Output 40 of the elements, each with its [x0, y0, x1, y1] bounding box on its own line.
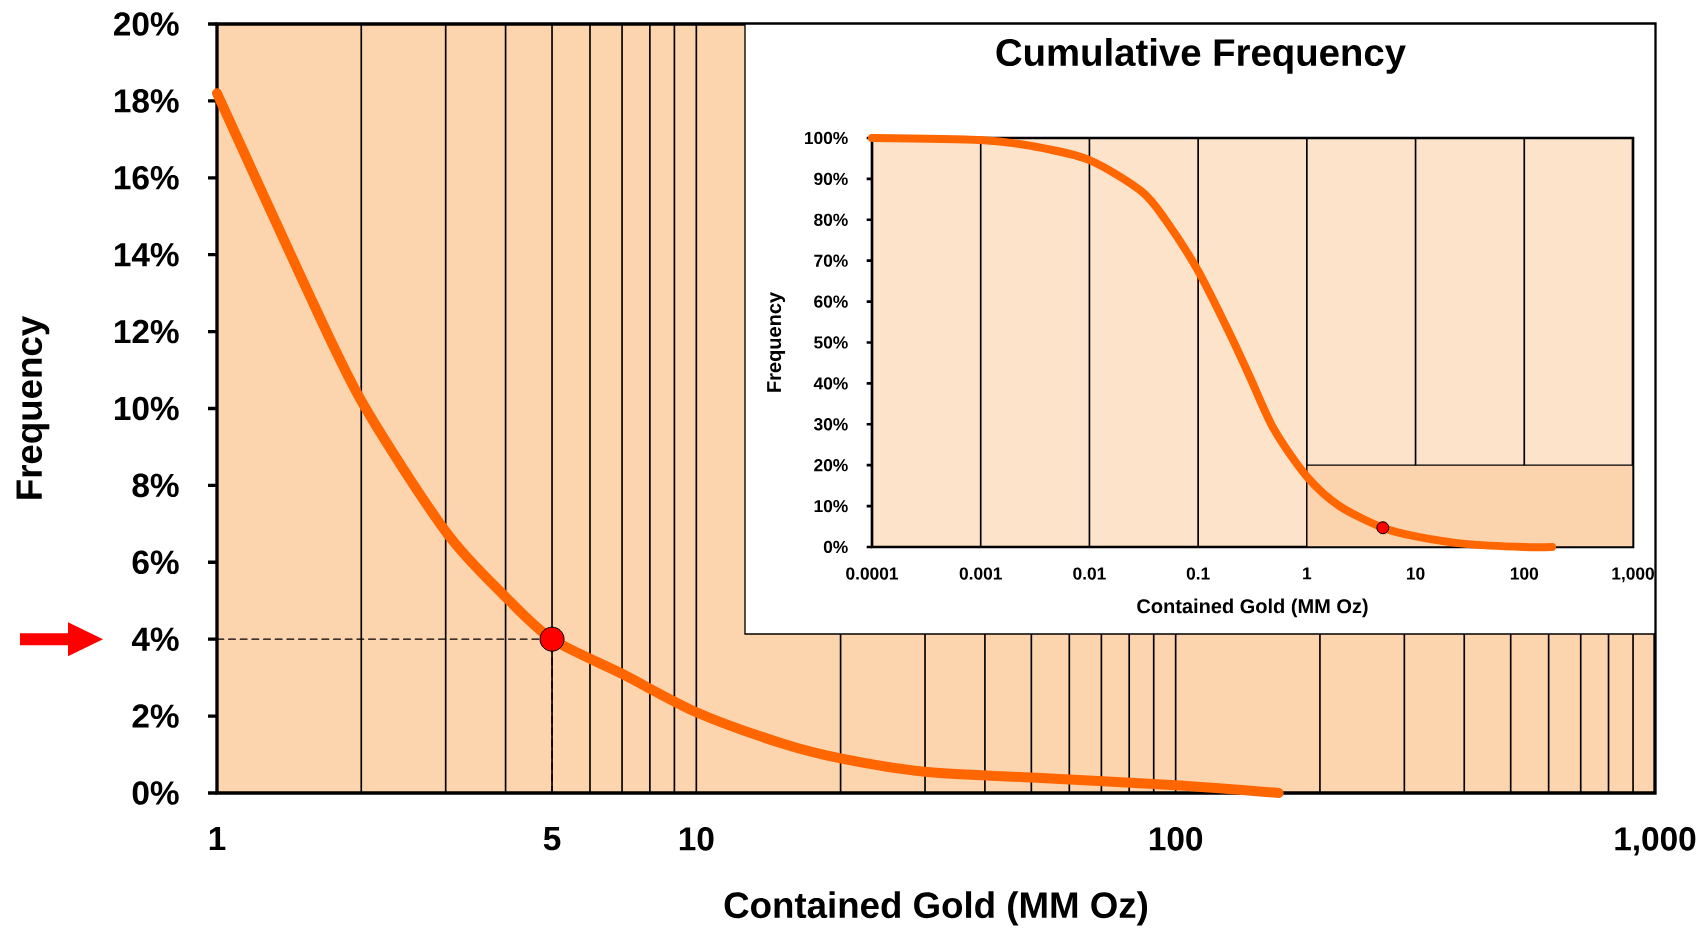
y-tick-label: 40%: [813, 377, 848, 390]
y-axis-title: Frequency: [767, 292, 786, 392]
y-tick-label: 60%: [814, 295, 848, 308]
y-tick-label: 90%: [814, 172, 848, 186]
y-tick-label: 16%: [114, 166, 179, 190]
y-tick-label: 12%: [114, 319, 179, 344]
x-tick-label: 1: [1303, 567, 1312, 580]
x-tick-label: 10: [1407, 567, 1425, 580]
y-tick-label: 100%: [805, 131, 848, 145]
y-tick-label: 20%: [814, 459, 848, 472]
x-tick-label: 0.0001: [846, 567, 898, 580]
y-tick-label: 80%: [814, 213, 848, 226]
x-tick-label: 1: [209, 827, 226, 851]
y-tick-label: 0%: [132, 781, 179, 805]
x-axis-title: Contained Gold (MM Oz): [724, 891, 1148, 926]
y-tick-label: 14%: [114, 242, 179, 267]
y-tick-label: 10%: [814, 499, 848, 513]
y-tick-label: 70%: [814, 254, 848, 267]
x-tick-label: 0.001: [959, 567, 1002, 580]
y-tick-label: 20%: [114, 12, 179, 36]
y-tick-label: 8%: [132, 473, 179, 498]
x-tick-label: 1,000: [1612, 567, 1654, 583]
x-tick-label: 10: [679, 827, 714, 851]
y-axis-title: Frequency: [16, 315, 50, 499]
chart-title: Cumulative Frequency: [996, 37, 1406, 74]
x-tick-label: 1,000: [1615, 827, 1696, 856]
y-tick-label: 50%: [814, 336, 848, 349]
x-tick-label: 5: [543, 827, 561, 851]
y-tick-label: 30%: [813, 418, 848, 431]
y-tick-label: 6%: [132, 550, 179, 575]
y-tick-label: 0%: [823, 540, 848, 554]
y-tick-label: 10%: [114, 396, 179, 421]
y-tick-label: 2%: [132, 704, 179, 728]
x-tick-label: 100: [1149, 827, 1203, 851]
x-tick-label: 100: [1510, 567, 1539, 580]
y-tick-label: 18%: [114, 89, 179, 113]
x-tick-label: 0.01: [1073, 567, 1106, 580]
x-axis-title: Contained Gold (MM Oz): [1137, 598, 1368, 618]
x-tick-label: 0.1: [1186, 567, 1210, 580]
y-tick-label: 4%: [131, 627, 179, 651]
